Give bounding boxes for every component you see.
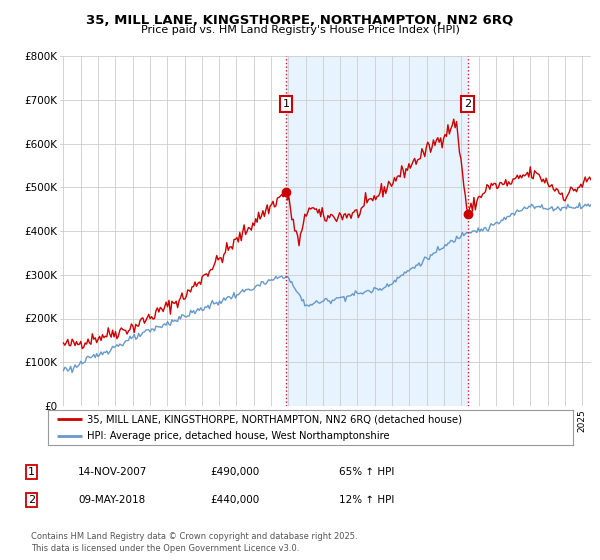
Text: Price paid vs. HM Land Registry's House Price Index (HPI): Price paid vs. HM Land Registry's House … bbox=[140, 25, 460, 35]
Text: 09-MAY-2018: 09-MAY-2018 bbox=[78, 494, 145, 505]
Text: £440,000: £440,000 bbox=[210, 494, 259, 505]
Text: 2: 2 bbox=[464, 99, 471, 109]
Text: 65% ↑ HPI: 65% ↑ HPI bbox=[339, 466, 394, 477]
Text: 35, MILL LANE, KINGSTHORPE, NORTHAMPTON, NN2 6RQ (detached house): 35, MILL LANE, KINGSTHORPE, NORTHAMPTON,… bbox=[88, 414, 463, 424]
Text: 1: 1 bbox=[28, 466, 35, 477]
Text: 2: 2 bbox=[28, 494, 35, 505]
Text: 14-NOV-2007: 14-NOV-2007 bbox=[78, 466, 148, 477]
Text: £490,000: £490,000 bbox=[210, 466, 259, 477]
Text: Contains HM Land Registry data © Crown copyright and database right 2025.
This d: Contains HM Land Registry data © Crown c… bbox=[31, 532, 358, 553]
Text: HPI: Average price, detached house, West Northamptonshire: HPI: Average price, detached house, West… bbox=[88, 431, 390, 441]
Bar bbox=[286, 56, 467, 406]
Text: 1: 1 bbox=[283, 99, 290, 109]
Text: 12% ↑ HPI: 12% ↑ HPI bbox=[339, 494, 394, 505]
Text: 35, MILL LANE, KINGSTHORPE, NORTHAMPTON, NN2 6RQ: 35, MILL LANE, KINGSTHORPE, NORTHAMPTON,… bbox=[86, 14, 514, 27]
